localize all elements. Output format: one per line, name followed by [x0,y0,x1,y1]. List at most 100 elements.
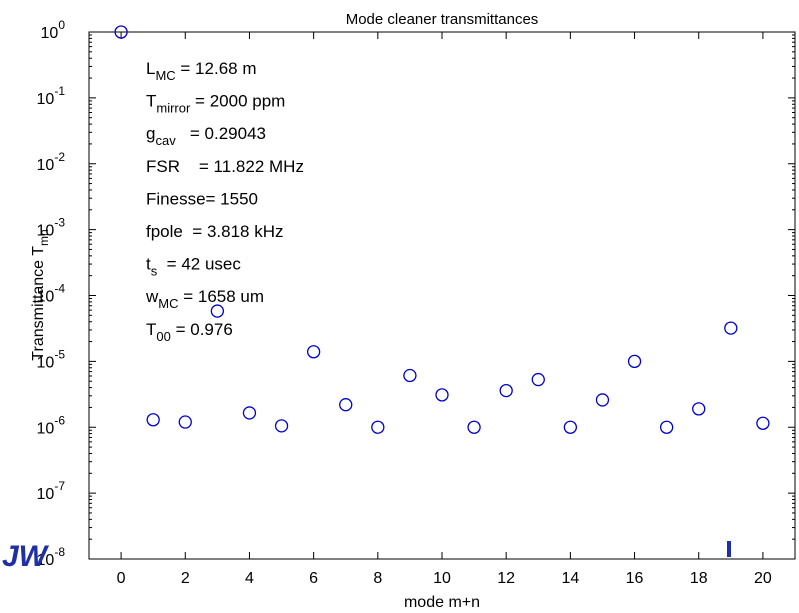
y-tick-label: 10-6 [37,413,66,437]
data-point [531,372,545,387]
data-point [178,415,192,429]
data-point [371,420,385,434]
y-tick-exponent: 0 [58,18,65,32]
x-tick-label: 12 [497,570,515,587]
x-tick-label: 20 [754,570,772,587]
annotation-main: FSR = 11.822 MHz [146,157,304,176]
annotation-line: fpole = 3.818 kHz [146,222,284,241]
data-point [339,398,353,412]
y-tick-exponent: -4 [54,282,65,296]
data-point [114,25,128,39]
y-tick-label: 10-1 [37,84,66,108]
y-tick-exponent: -2 [54,150,65,164]
data-point [563,420,578,434]
annotation-value: = 0.976 [171,320,233,339]
data-point [306,345,321,359]
annotation-main: T [146,92,156,111]
data-point [242,406,257,420]
data-point [499,383,513,398]
annotation-line: gcav = 0.29043 [146,124,266,148]
y-axis-label-sub: mn [37,229,51,246]
data-point [435,388,449,402]
annotation-main: L [146,59,155,78]
y-tick-exponent: -1 [54,84,65,98]
data-point [146,413,160,427]
annotation-sub: s [151,264,158,279]
data-point [627,354,642,369]
x-tick-label: 6 [309,570,318,587]
y-tick-base: 10 [37,486,55,503]
y-tick-base: 10 [37,157,55,174]
x-tick-label: 14 [561,570,579,587]
y-tick-base: 10 [37,223,55,240]
annotation-value: = 42 usec [157,255,241,274]
data-point [595,393,610,407]
y-tick-label: 10-2 [37,150,66,174]
annotation-value: = 2000 ppm [190,92,285,111]
annotation-sub: 00 [156,329,170,344]
annotation-value: = 1658 um [179,287,265,306]
y-axis-label-main: Transmittance T [30,246,47,361]
y-tick-label: 10-5 [37,347,66,371]
data-point [403,368,417,383]
annotation-main: fpole = 3.818 kHz [146,222,284,241]
annotation-sub: MC [155,68,175,83]
y-tick-label: 10-7 [37,479,66,503]
data-point [724,321,738,335]
data-point [659,420,674,434]
annotation-main: t [146,255,151,274]
annotation-sub: cav [155,133,176,148]
y-tick-exponent: -5 [54,347,65,361]
annotation-main: g [146,124,155,143]
annotation-sub: mirror [156,101,191,116]
y-tick-exponent: -7 [54,479,65,493]
y-tick-label: 100 [41,18,66,42]
x-tick-label: 18 [690,570,708,587]
annotation-line: T00 = 0.976 [146,320,233,344]
y-tick-exponent: -6 [54,413,65,427]
y-tick-exponent: -3 [54,216,65,230]
data-points [114,25,770,434]
x-tick-label: 4 [245,570,254,587]
data-point [467,420,481,434]
chart-title: Mode cleaner transmittances [346,11,539,28]
data-point [210,304,225,318]
x-tick-label: 2 [181,570,190,587]
annotation-line: Finesse= 1550 [146,189,258,208]
x-tick-label: 16 [626,570,644,587]
annotation-value: = 0.29043 [176,124,266,143]
annotation-line: FSR = 11.822 MHz [146,157,304,176]
y-tick-base: 10 [37,289,55,306]
y-tick-base: 10 [37,354,55,371]
y-tick-base: 10 [41,25,59,42]
annotation-main: T [146,320,156,339]
y-tick-base: 10 [37,91,55,108]
annotation-line: Tmirror = 2000 ppm [146,92,285,116]
data-point [756,416,770,430]
annotation-main: w [145,287,159,306]
y-tick-exponent: -8 [54,545,65,559]
y-tick-base: 10 [37,552,55,569]
logo-mark [727,541,731,557]
x-tick-label: 8 [373,570,382,587]
y-tick-base: 10 [37,420,55,437]
x-tick-label: 10 [433,570,451,587]
annotation-line: LMC = 12.68 m [146,59,257,83]
annotation-sub: MC [158,296,178,311]
data-point [692,402,706,416]
annotation-line: wMC = 1658 um [145,287,264,311]
annotation-value: = 12.68 m [176,59,257,78]
x-tick-label: 0 [117,570,126,587]
jw-logo: JW [2,540,50,573]
annotation-line: ts = 42 usec [146,255,241,279]
y-tick-label: 10-3 [37,216,66,240]
annotation-main: Finesse= 1550 [146,189,258,208]
y-axis-label: Transmittance Tmn [30,229,51,360]
y-tick-label: 10-8 [37,545,66,569]
x-ticks: 0 2 4 6 8 10 12 14 16 18 20 [117,32,772,587]
data-point [274,419,289,433]
